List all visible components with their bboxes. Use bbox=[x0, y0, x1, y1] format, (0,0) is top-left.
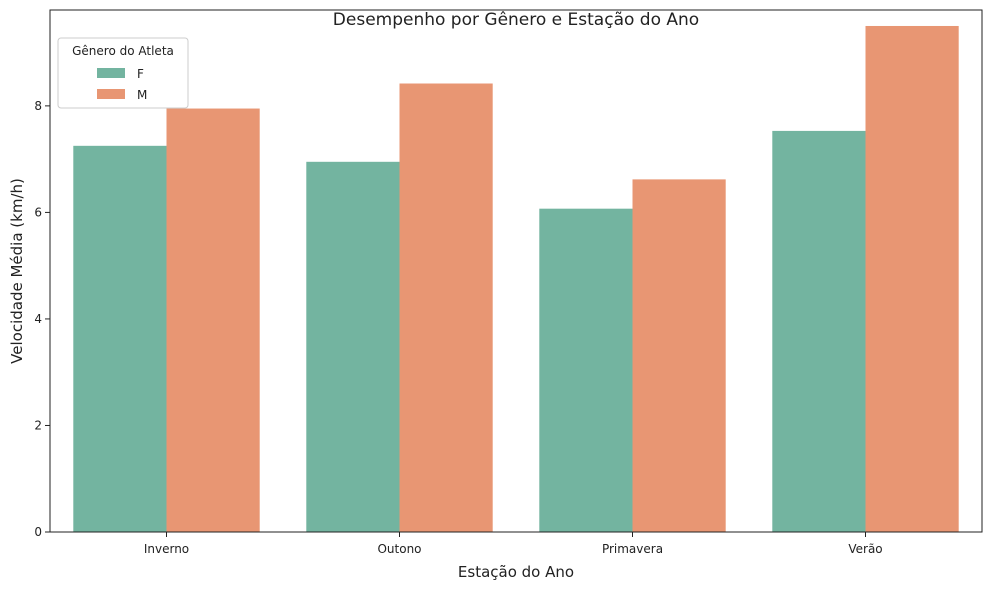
x-tick-label: Inverno bbox=[144, 542, 189, 556]
bar-f-verão bbox=[772, 130, 866, 533]
x-axis-ticks: Inverno Outono Primavera Verão bbox=[144, 532, 883, 556]
legend-items: FM bbox=[97, 67, 147, 102]
plot-frame bbox=[49, 9, 983, 533]
y-tick-label: 8 bbox=[34, 99, 42, 113]
bar-f-inverno bbox=[73, 145, 167, 532]
legend-label-m: M bbox=[137, 88, 147, 102]
bar-m-verão bbox=[865, 25, 959, 533]
legend-title: Gênero do Atleta bbox=[72, 44, 174, 58]
bar-m-inverno bbox=[166, 108, 260, 532]
legend-swatch-f bbox=[97, 68, 125, 78]
y-tick-label: 6 bbox=[34, 205, 42, 219]
x-tick-label: Outono bbox=[377, 542, 421, 556]
legend: Gênero do Atleta FM bbox=[57, 37, 189, 109]
y-tick-label: 4 bbox=[34, 312, 42, 326]
x-axis-label: Estação do Ano bbox=[458, 563, 574, 581]
bar-f-outono bbox=[306, 161, 400, 532]
chart-title: Desempenho por Gênero e Estação do Ano bbox=[333, 10, 699, 30]
bar-f-primavera bbox=[539, 208, 633, 532]
legend-label-f: F bbox=[137, 67, 144, 81]
bar-m-primavera bbox=[632, 179, 726, 532]
y-tick-label: 2 bbox=[34, 418, 42, 432]
y-tick-label: 0 bbox=[34, 525, 42, 539]
y-axis-label: Velocidade Média (km/h) bbox=[8, 178, 26, 364]
legend-swatch-m bbox=[97, 89, 125, 99]
bars-group bbox=[73, 25, 959, 533]
x-tick-label: Primavera bbox=[602, 542, 663, 556]
y-axis-ticks: 0 2 4 6 8 bbox=[34, 99, 50, 539]
bar-m-outono bbox=[399, 83, 493, 533]
x-tick-label: Verão bbox=[848, 542, 882, 556]
